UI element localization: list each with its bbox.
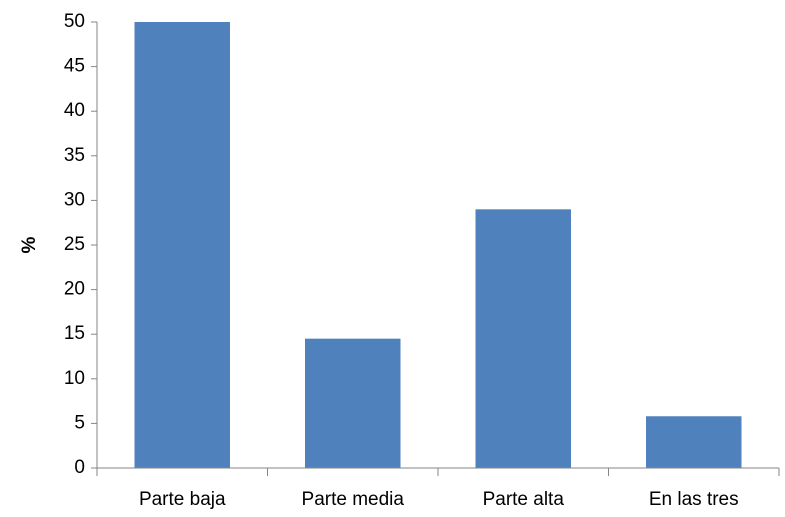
x-tick-label: Parte alta: [483, 489, 565, 510]
x-axis: Parte baja Parte media Parte alta En las tr…: [96, 467, 780, 510]
y-tick-label: 40: [64, 100, 85, 121]
x-tick-label: En las tres: [649, 489, 739, 510]
bar: [134, 22, 230, 468]
y-axis: 0 5 10 15 20 25 30 35 40 45 50: [64, 11, 98, 478]
y-tick-label: 45: [64, 56, 85, 77]
y-tick-label: 20: [64, 279, 85, 300]
bar: [646, 416, 742, 468]
x-tick-label: Parte baja: [139, 489, 226, 510]
y-axis-label: %: [19, 236, 40, 253]
y-tick-label: 15: [64, 323, 85, 344]
y-tick-label: 30: [64, 189, 85, 210]
y-tick-label: 10: [64, 368, 85, 389]
y-tick-label: 25: [64, 234, 85, 255]
bars: [134, 22, 742, 468]
bar: [475, 209, 571, 468]
y-tick-label: 35: [64, 145, 85, 166]
y-tick-label: 5: [74, 412, 85, 433]
x-tick-label: Parte media: [302, 489, 405, 510]
y-tick-label: 0: [74, 457, 85, 478]
bar: [305, 338, 401, 468]
y-tick-label: 50: [64, 11, 85, 32]
